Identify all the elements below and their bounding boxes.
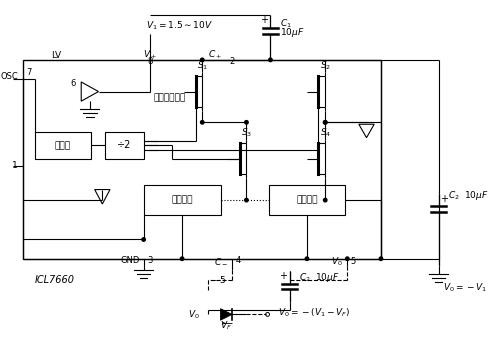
Circle shape <box>379 257 383 261</box>
Text: $-\ 5$: $-\ 5$ <box>209 274 226 285</box>
Text: $V_0=-(V_1-V_F)$: $V_0=-(V_1-V_F)$ <box>278 306 350 319</box>
Circle shape <box>245 121 248 124</box>
Bar <box>143 185 220 216</box>
Circle shape <box>180 257 184 261</box>
Text: 3: 3 <box>147 256 153 265</box>
Text: 4: 4 <box>236 256 241 265</box>
Text: $C_-$: $C_-$ <box>214 256 228 266</box>
Text: 振荡器: 振荡器 <box>55 141 71 150</box>
Text: $S_2$: $S_2$ <box>319 59 331 72</box>
Circle shape <box>323 121 327 124</box>
Circle shape <box>201 121 204 124</box>
Text: GND: GND <box>120 256 140 265</box>
Text: +: + <box>279 271 287 281</box>
Text: $C_+$: $C_+$ <box>208 49 222 61</box>
Text: $S_3$: $S_3$ <box>241 127 252 139</box>
Circle shape <box>346 257 349 261</box>
Circle shape <box>269 58 272 62</box>
Text: 5: 5 <box>350 257 355 266</box>
Text: $V_+$: $V_+$ <box>143 49 157 61</box>
Text: 防止闩锁: 防止闩锁 <box>172 196 193 205</box>
Text: 1: 1 <box>12 161 18 170</box>
Text: $S_1$: $S_1$ <box>197 59 208 72</box>
Text: $C_2$  $10\mu F$: $C_2$ $10\mu F$ <box>299 271 340 285</box>
Text: $V_0$: $V_0$ <box>331 255 343 268</box>
Bar <box>105 132 143 159</box>
Text: $S_4$: $S_4$ <box>319 127 331 139</box>
Bar <box>269 185 346 216</box>
Text: 8: 8 <box>148 57 153 66</box>
Text: $10\mu F$: $10\mu F$ <box>280 26 305 40</box>
Text: $V_0$: $V_0$ <box>188 308 200 321</box>
Text: $C_1$: $C_1$ <box>280 17 292 30</box>
Circle shape <box>323 121 327 124</box>
Text: 内部供电电路: 内部供电电路 <box>153 94 186 103</box>
Circle shape <box>245 198 248 202</box>
Text: 6: 6 <box>71 79 76 89</box>
Text: ICL7660: ICL7660 <box>35 275 75 285</box>
Text: 7: 7 <box>27 68 32 77</box>
Circle shape <box>201 58 204 62</box>
Text: $C_2$  $10\mu F$: $C_2$ $10\mu F$ <box>448 189 489 202</box>
Text: OSC: OSC <box>0 72 18 81</box>
Polygon shape <box>220 309 232 320</box>
Bar <box>23 60 381 259</box>
Circle shape <box>305 257 309 261</box>
Text: 2: 2 <box>229 57 235 66</box>
Text: $V_F$: $V_F$ <box>220 320 232 332</box>
Text: +: + <box>260 15 268 25</box>
Text: 防止闩锁: 防止闩锁 <box>296 196 317 205</box>
Circle shape <box>142 238 145 241</box>
Text: LV: LV <box>51 51 61 60</box>
Text: +: + <box>440 194 449 204</box>
Circle shape <box>323 198 327 202</box>
Text: $V_1=1.5\sim10V$: $V_1=1.5\sim10V$ <box>146 20 212 32</box>
Bar <box>35 132 91 159</box>
Text: ÷2: ÷2 <box>117 140 132 150</box>
Text: $V_0=-V_1$: $V_0=-V_1$ <box>443 281 488 294</box>
